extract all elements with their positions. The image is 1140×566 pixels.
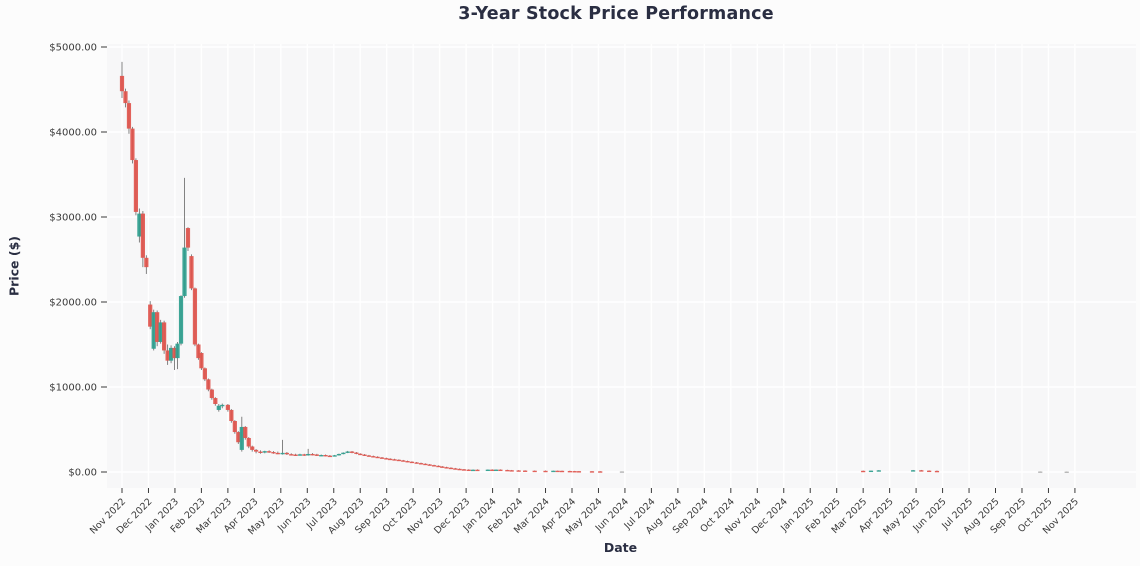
chart-title: 3-Year Stock Price Performance: [458, 4, 774, 24]
svg-text:$3000.00: $3000.00: [49, 213, 97, 224]
svg-text:$0.00: $0.00: [68, 468, 97, 479]
svg-text:$1000.00: $1000.00: [49, 383, 97, 394]
svg-text:$2000.00: $2000.00: [49, 298, 97, 309]
svg-text:$4000.00: $4000.00: [49, 128, 97, 139]
x-axis-label: Date: [603, 540, 638, 555]
y-axis-label: Price ($): [6, 236, 22, 296]
svg-text:$5000.00: $5000.00: [49, 43, 97, 54]
